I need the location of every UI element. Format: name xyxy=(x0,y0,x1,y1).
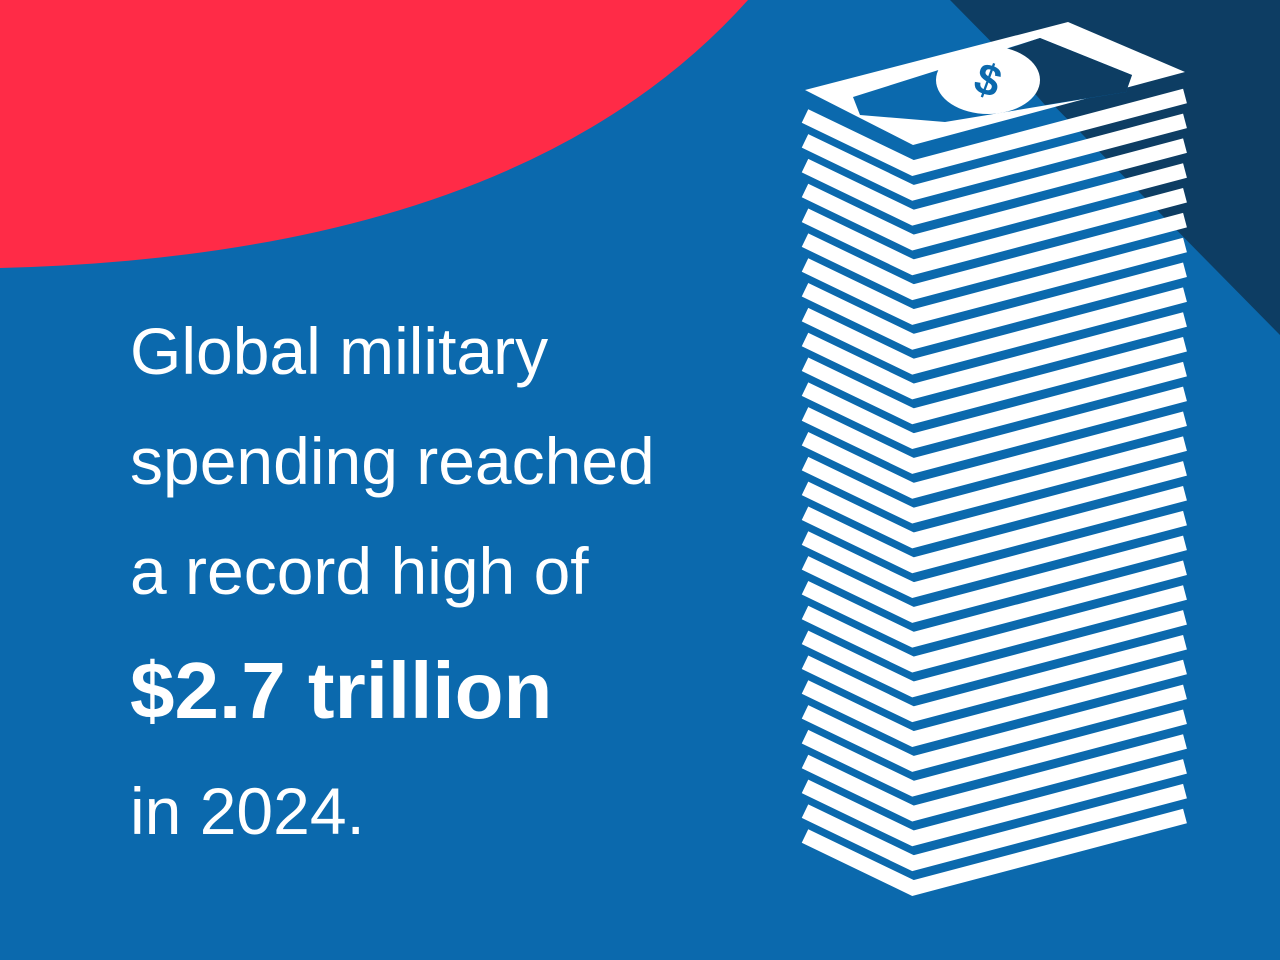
bill-edge-stripe xyxy=(801,312,1187,400)
headline-line-1: Global military xyxy=(130,314,549,388)
bill-edge-stripe xyxy=(801,287,1187,375)
bill-coin xyxy=(936,46,1040,114)
bill-edge-stripe xyxy=(801,510,1187,599)
headline-amount: $2.7 trillion xyxy=(130,646,553,735)
bill-edge-stripe xyxy=(801,783,1187,872)
bill-edge-stripe xyxy=(801,461,1187,549)
bill-edge-stripe xyxy=(801,734,1187,822)
bill-edge-stripe xyxy=(801,808,1187,896)
bill-edge-stripe xyxy=(801,585,1187,673)
bill-edge-stripe xyxy=(801,361,1187,450)
bill-edge-stripe xyxy=(801,560,1187,648)
bill-edge-stripe xyxy=(801,411,1187,499)
bill-edge-stripe xyxy=(801,759,1187,847)
bill-edge-stripe xyxy=(801,337,1187,425)
bill-edge-stripe xyxy=(801,262,1187,350)
bill-edge-stripe xyxy=(801,535,1187,623)
headline-line-2: spending reached xyxy=(130,424,655,498)
bill-edge-stripe xyxy=(801,634,1187,723)
bill-edge-stripe xyxy=(801,436,1187,524)
bill-edge-stripe xyxy=(801,386,1187,474)
bill-edge-stripe xyxy=(801,163,1187,251)
bill-edge-stripe xyxy=(801,113,1187,201)
bill-edge-stripe xyxy=(801,659,1187,747)
money-stack-icon: $ xyxy=(801,22,1187,896)
bill-edge-stripe xyxy=(801,485,1187,574)
bill-edge-stripe xyxy=(801,237,1187,325)
bill-edge-stripe xyxy=(801,684,1187,772)
bill-edge-stripe xyxy=(801,88,1187,176)
bill-edge-stripe xyxy=(801,709,1187,797)
headline-line-3: a record high of xyxy=(130,534,589,608)
bill-edge-stripe xyxy=(801,610,1187,698)
headline: Global military spending reached a recor… xyxy=(130,296,655,866)
bill-edge-stripe xyxy=(801,138,1187,226)
bill-edge-stripe xyxy=(801,188,1187,276)
headline-line-5: in 2024. xyxy=(130,774,365,848)
red-circle-shape xyxy=(0,0,748,268)
bill-edge-stripe xyxy=(801,212,1187,301)
